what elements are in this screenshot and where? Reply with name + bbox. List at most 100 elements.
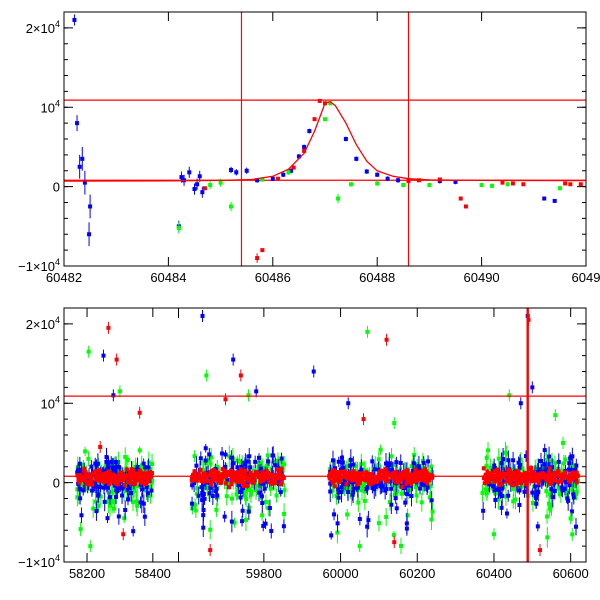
bottom-outlier-point xyxy=(111,393,116,398)
bottom-data-point xyxy=(208,461,213,466)
bottom-data-point xyxy=(223,468,228,473)
bottom-data-point xyxy=(565,496,570,501)
bottom-data-point xyxy=(276,476,281,481)
bottom-data-point xyxy=(75,473,80,478)
bottom-data-point xyxy=(563,472,568,477)
bottom-data-point xyxy=(220,467,225,472)
bottom-data-point xyxy=(425,481,430,486)
bottom-data-point xyxy=(364,472,369,477)
bottom-data-point xyxy=(377,464,382,469)
bottom-data-point xyxy=(134,499,139,504)
bottom-data-point xyxy=(224,494,229,499)
top-data-point xyxy=(349,182,354,187)
bottom-data-point xyxy=(351,469,356,474)
bottom-outlier-point xyxy=(223,397,228,402)
bottom-data-point xyxy=(490,480,495,485)
bottom-data-point xyxy=(246,509,251,514)
bottom-outlier-point xyxy=(200,313,205,318)
top-data-point xyxy=(307,129,312,134)
bottom-data-point xyxy=(484,455,489,460)
top-data-point xyxy=(200,190,205,195)
bottom-data-point xyxy=(282,462,287,467)
bottom-data-point xyxy=(485,469,490,474)
bottom-data-point xyxy=(253,459,258,464)
bottom-data-point xyxy=(513,497,518,502)
bottom-data-point xyxy=(106,477,111,482)
bottom-data-point xyxy=(146,472,151,477)
bottom-axis-labels: 58200 58400 59800 60000 60200 60400 60600 −1×10… xyxy=(18,315,589,581)
bottom-data-point xyxy=(107,495,112,500)
bottom-data-point xyxy=(231,461,236,466)
bottom-data-point xyxy=(419,482,424,487)
bottom-data-point xyxy=(501,457,506,462)
bottom-data-point xyxy=(346,476,351,481)
bottom-data-point xyxy=(409,482,414,487)
bottom-data-point xyxy=(235,471,240,476)
bottom-data-point xyxy=(115,482,120,487)
bottom-data-point xyxy=(398,543,403,548)
bottom-data-point xyxy=(336,487,341,492)
bottom-data-point xyxy=(517,465,522,470)
bottom-data-point xyxy=(529,479,534,484)
bottom-data-point xyxy=(497,487,502,492)
bottom-data-point xyxy=(111,472,116,477)
bottom-data-point xyxy=(550,495,555,500)
bottom-data-point xyxy=(512,478,517,483)
bottom-data-point xyxy=(403,500,408,505)
bottom-data-point xyxy=(569,467,574,472)
bottom-data-point xyxy=(78,486,83,491)
bottom-data-point xyxy=(332,473,337,478)
bottom-data-point xyxy=(281,475,286,480)
bottom-data-point xyxy=(267,505,272,510)
bottom-data-point xyxy=(241,483,246,488)
bottom-data-point xyxy=(135,503,140,508)
bottom-data-point xyxy=(113,495,118,500)
bottom-data-point xyxy=(81,488,86,493)
bottom-data-point xyxy=(207,491,212,496)
top-data-point xyxy=(510,181,515,186)
bottom-data-point xyxy=(378,447,383,452)
bottom-data-point xyxy=(484,463,489,468)
bottom-data-point xyxy=(563,457,568,462)
top-axis-labels: 60482 60484 60486 60488 60490 6049 −1×104 0 104 2… xyxy=(18,19,600,285)
bottom-data-point xyxy=(537,476,542,481)
bottom-data-point xyxy=(557,473,562,478)
bottom-data-point xyxy=(504,451,509,456)
bottom-data-point xyxy=(345,473,350,478)
bottom-data-point xyxy=(208,470,213,475)
bottom-data-point xyxy=(203,458,208,463)
top-data-point xyxy=(208,183,213,188)
bottom-data-point xyxy=(486,479,491,484)
bottom-data-point xyxy=(353,463,358,468)
bottom-data-point xyxy=(349,473,354,478)
bottom-outlier-point xyxy=(392,421,397,426)
top-data-point xyxy=(500,180,505,185)
bot-x-tick-label: 58400 xyxy=(135,566,171,581)
bottom-outlier-point xyxy=(537,548,542,553)
bottom-data-point xyxy=(574,475,579,480)
bottom-data-point xyxy=(402,473,407,478)
top-data-point xyxy=(229,167,234,172)
bottom-data-point xyxy=(251,484,256,489)
bottom-data-point xyxy=(75,468,80,473)
bottom-data-point xyxy=(150,461,155,466)
bottom-data-point xyxy=(565,475,570,480)
top-data-point xyxy=(323,117,327,122)
bottom-data-point xyxy=(354,482,359,487)
bottom-data-point xyxy=(193,502,198,507)
bottom-data-point xyxy=(191,472,196,477)
bottom-data-point xyxy=(357,517,362,522)
bottom-outlier-point xyxy=(231,357,236,362)
bottom-data-point xyxy=(387,462,392,467)
bottom-data-point xyxy=(409,472,414,477)
bottom-data-point xyxy=(566,467,571,472)
top-data-point xyxy=(557,186,562,191)
top-data-point xyxy=(72,17,77,22)
bottom-data-point xyxy=(93,461,98,466)
bottom-data-point xyxy=(398,472,403,477)
bottom-data-point xyxy=(242,480,247,485)
bottom-data-point xyxy=(540,466,545,471)
bottom-data-point xyxy=(336,495,341,500)
bottom-data-point xyxy=(550,475,555,480)
bottom-data-point xyxy=(485,487,490,492)
